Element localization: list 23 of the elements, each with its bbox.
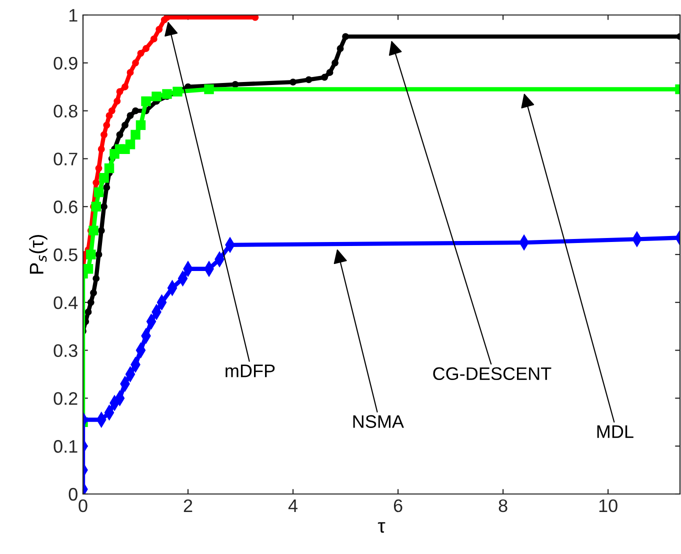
y-tick-label: 0.5	[54, 248, 78, 262]
annotation: MDL	[597, 425, 634, 438]
y-tick-label: 0.6	[54, 200, 78, 214]
annotation: NSMA	[353, 415, 404, 428]
x-tick-label: 6	[394, 499, 402, 512]
y-axis-title: P$_{s}$(τ)	[29, 235, 48, 274]
x-tick-label: 2	[184, 499, 192, 512]
x-axis-title: τ	[378, 522, 386, 533]
x-tick-label: 8	[498, 499, 508, 512]
y-tick-label: 0	[68, 488, 78, 501]
y-tick-label: 0.2	[54, 392, 78, 405]
x-tick-label: 4	[288, 500, 298, 512]
y-tick-label: 0.9	[54, 56, 78, 70]
y-tick-label: 1	[69, 9, 78, 22]
y-tick-label: 0.8	[54, 104, 78, 118]
x-tick-label: 10	[599, 499, 618, 512]
y-tick-label: 0.7	[54, 152, 78, 166]
y-tick-label: 0.3	[54, 344, 78, 358]
annotation: mDFP	[226, 364, 275, 378]
x-tick-label: 0	[78, 499, 88, 512]
y-tick-label: 0.1	[54, 440, 78, 453]
y-tick-label: 0.4	[54, 296, 78, 310]
annotation: CG-DESCENT	[433, 367, 552, 380]
